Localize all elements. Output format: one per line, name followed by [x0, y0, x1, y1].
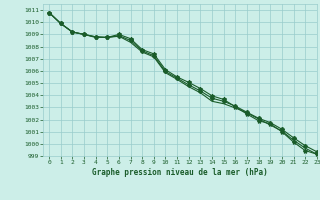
X-axis label: Graphe pression niveau de la mer (hPa): Graphe pression niveau de la mer (hPa)	[92, 168, 268, 177]
